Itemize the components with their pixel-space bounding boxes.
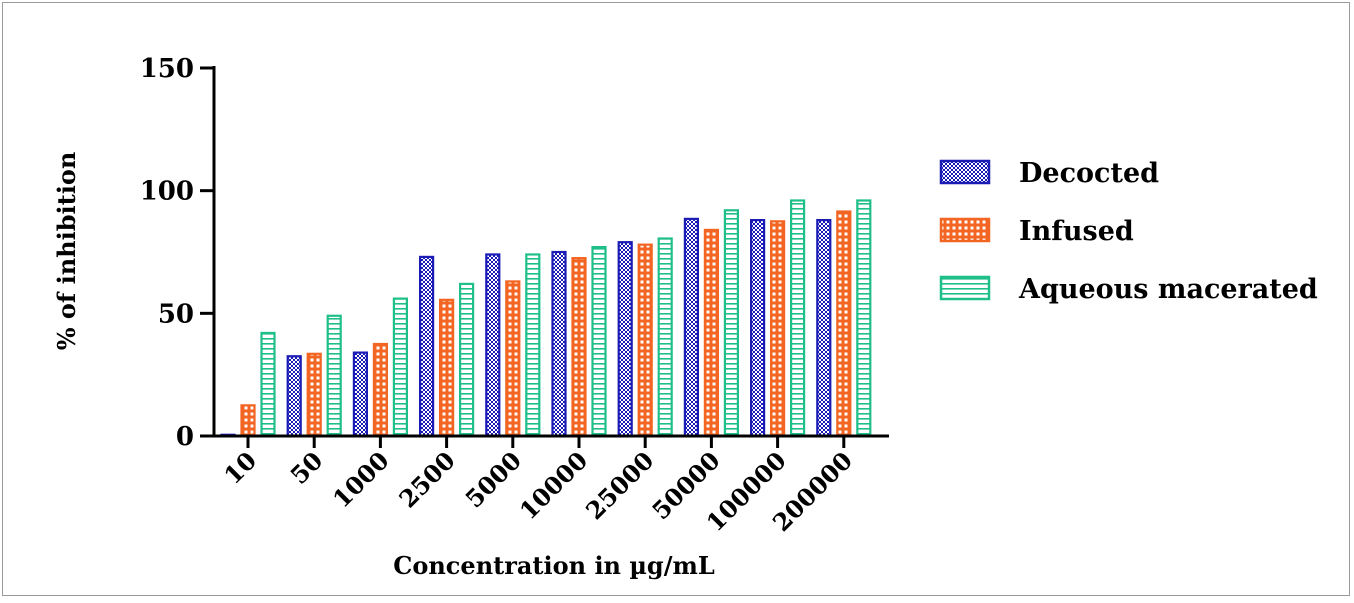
bar-decocted-5000 xyxy=(485,253,501,438)
bar-aqueous-macerated-25000 xyxy=(657,237,673,438)
x-tick-label-50: 50 xyxy=(284,446,328,490)
bar-decocted-25000 xyxy=(617,241,633,438)
bar-decocted-10000 xyxy=(551,250,567,438)
y-tick-label-150: 150 xyxy=(140,54,194,84)
x-axis-label: Concentration in µg/mL xyxy=(393,551,715,580)
x-tick-labels: 10 50100025005000100002500050000100000200… xyxy=(218,446,858,537)
bar-infused-5000 xyxy=(505,280,521,438)
x-tick-label-10: 10 xyxy=(218,446,262,490)
bar-infused-25000 xyxy=(637,243,653,438)
bar-infused-50000 xyxy=(703,228,720,438)
bars-group xyxy=(220,199,872,438)
bar-aqueous-macerated-2500 xyxy=(459,282,475,438)
legend-label-infused: Infused xyxy=(1019,216,1134,247)
y-axis-label: % of inhibition xyxy=(52,152,81,351)
bar-aqueous-macerated-1000 xyxy=(392,297,408,438)
bar-infused-1000 xyxy=(372,342,388,438)
bar-decocted-100000 xyxy=(749,219,766,438)
bar-aqueous-macerated-5000 xyxy=(525,253,541,438)
bar-decocted-50 xyxy=(286,355,302,438)
bar-aqueous-macerated-50 xyxy=(326,314,342,438)
bar-decocted-2500 xyxy=(419,255,435,438)
bar-aqueous-macerated-200000 xyxy=(856,199,872,438)
y-tick-label-100: 100 xyxy=(140,177,194,207)
x-tick-label-10000: 10000 xyxy=(514,446,594,526)
legend-swatch-decocted xyxy=(939,159,991,185)
x-tick-label-25000: 25000 xyxy=(580,446,660,526)
bar-decocted-50000 xyxy=(683,217,700,438)
bar-aqueous-macerated-100000 xyxy=(789,199,806,438)
bar-aqueous-macerated-50000 xyxy=(723,209,740,438)
legend-label-decocted: Decocted xyxy=(1019,158,1159,189)
y-tick-label-0: 0 xyxy=(176,422,194,452)
bar-infused-50 xyxy=(306,352,322,438)
bar-decocted-1000 xyxy=(352,351,368,438)
x-tick-label-1000: 1000 xyxy=(327,446,395,514)
bar-infused-2500 xyxy=(439,298,455,438)
bar-infused-100000 xyxy=(769,220,786,438)
bar-aqueous-macerated-10000 xyxy=(591,245,607,438)
bar-infused-10 xyxy=(240,404,256,438)
legend-swatch-aqueous-macerated xyxy=(939,275,991,301)
axes-group xyxy=(200,66,889,448)
bar-decocted-200000 xyxy=(816,219,832,438)
legend-swatch-infused xyxy=(939,217,991,243)
x-tick-label-2500: 2500 xyxy=(393,446,461,514)
y-tick-labels: 0 50 100 150 xyxy=(140,54,194,452)
bar-infused-200000 xyxy=(836,210,852,438)
legend: Decocted Infused Aqueous macerated xyxy=(939,158,1318,305)
y-tick-label-50: 50 xyxy=(158,299,194,329)
bar-infused-10000 xyxy=(571,257,587,438)
bar-aqueous-macerated-10 xyxy=(260,331,276,438)
legend-label-aqueous-macerated: Aqueous macerated xyxy=(1018,274,1318,305)
